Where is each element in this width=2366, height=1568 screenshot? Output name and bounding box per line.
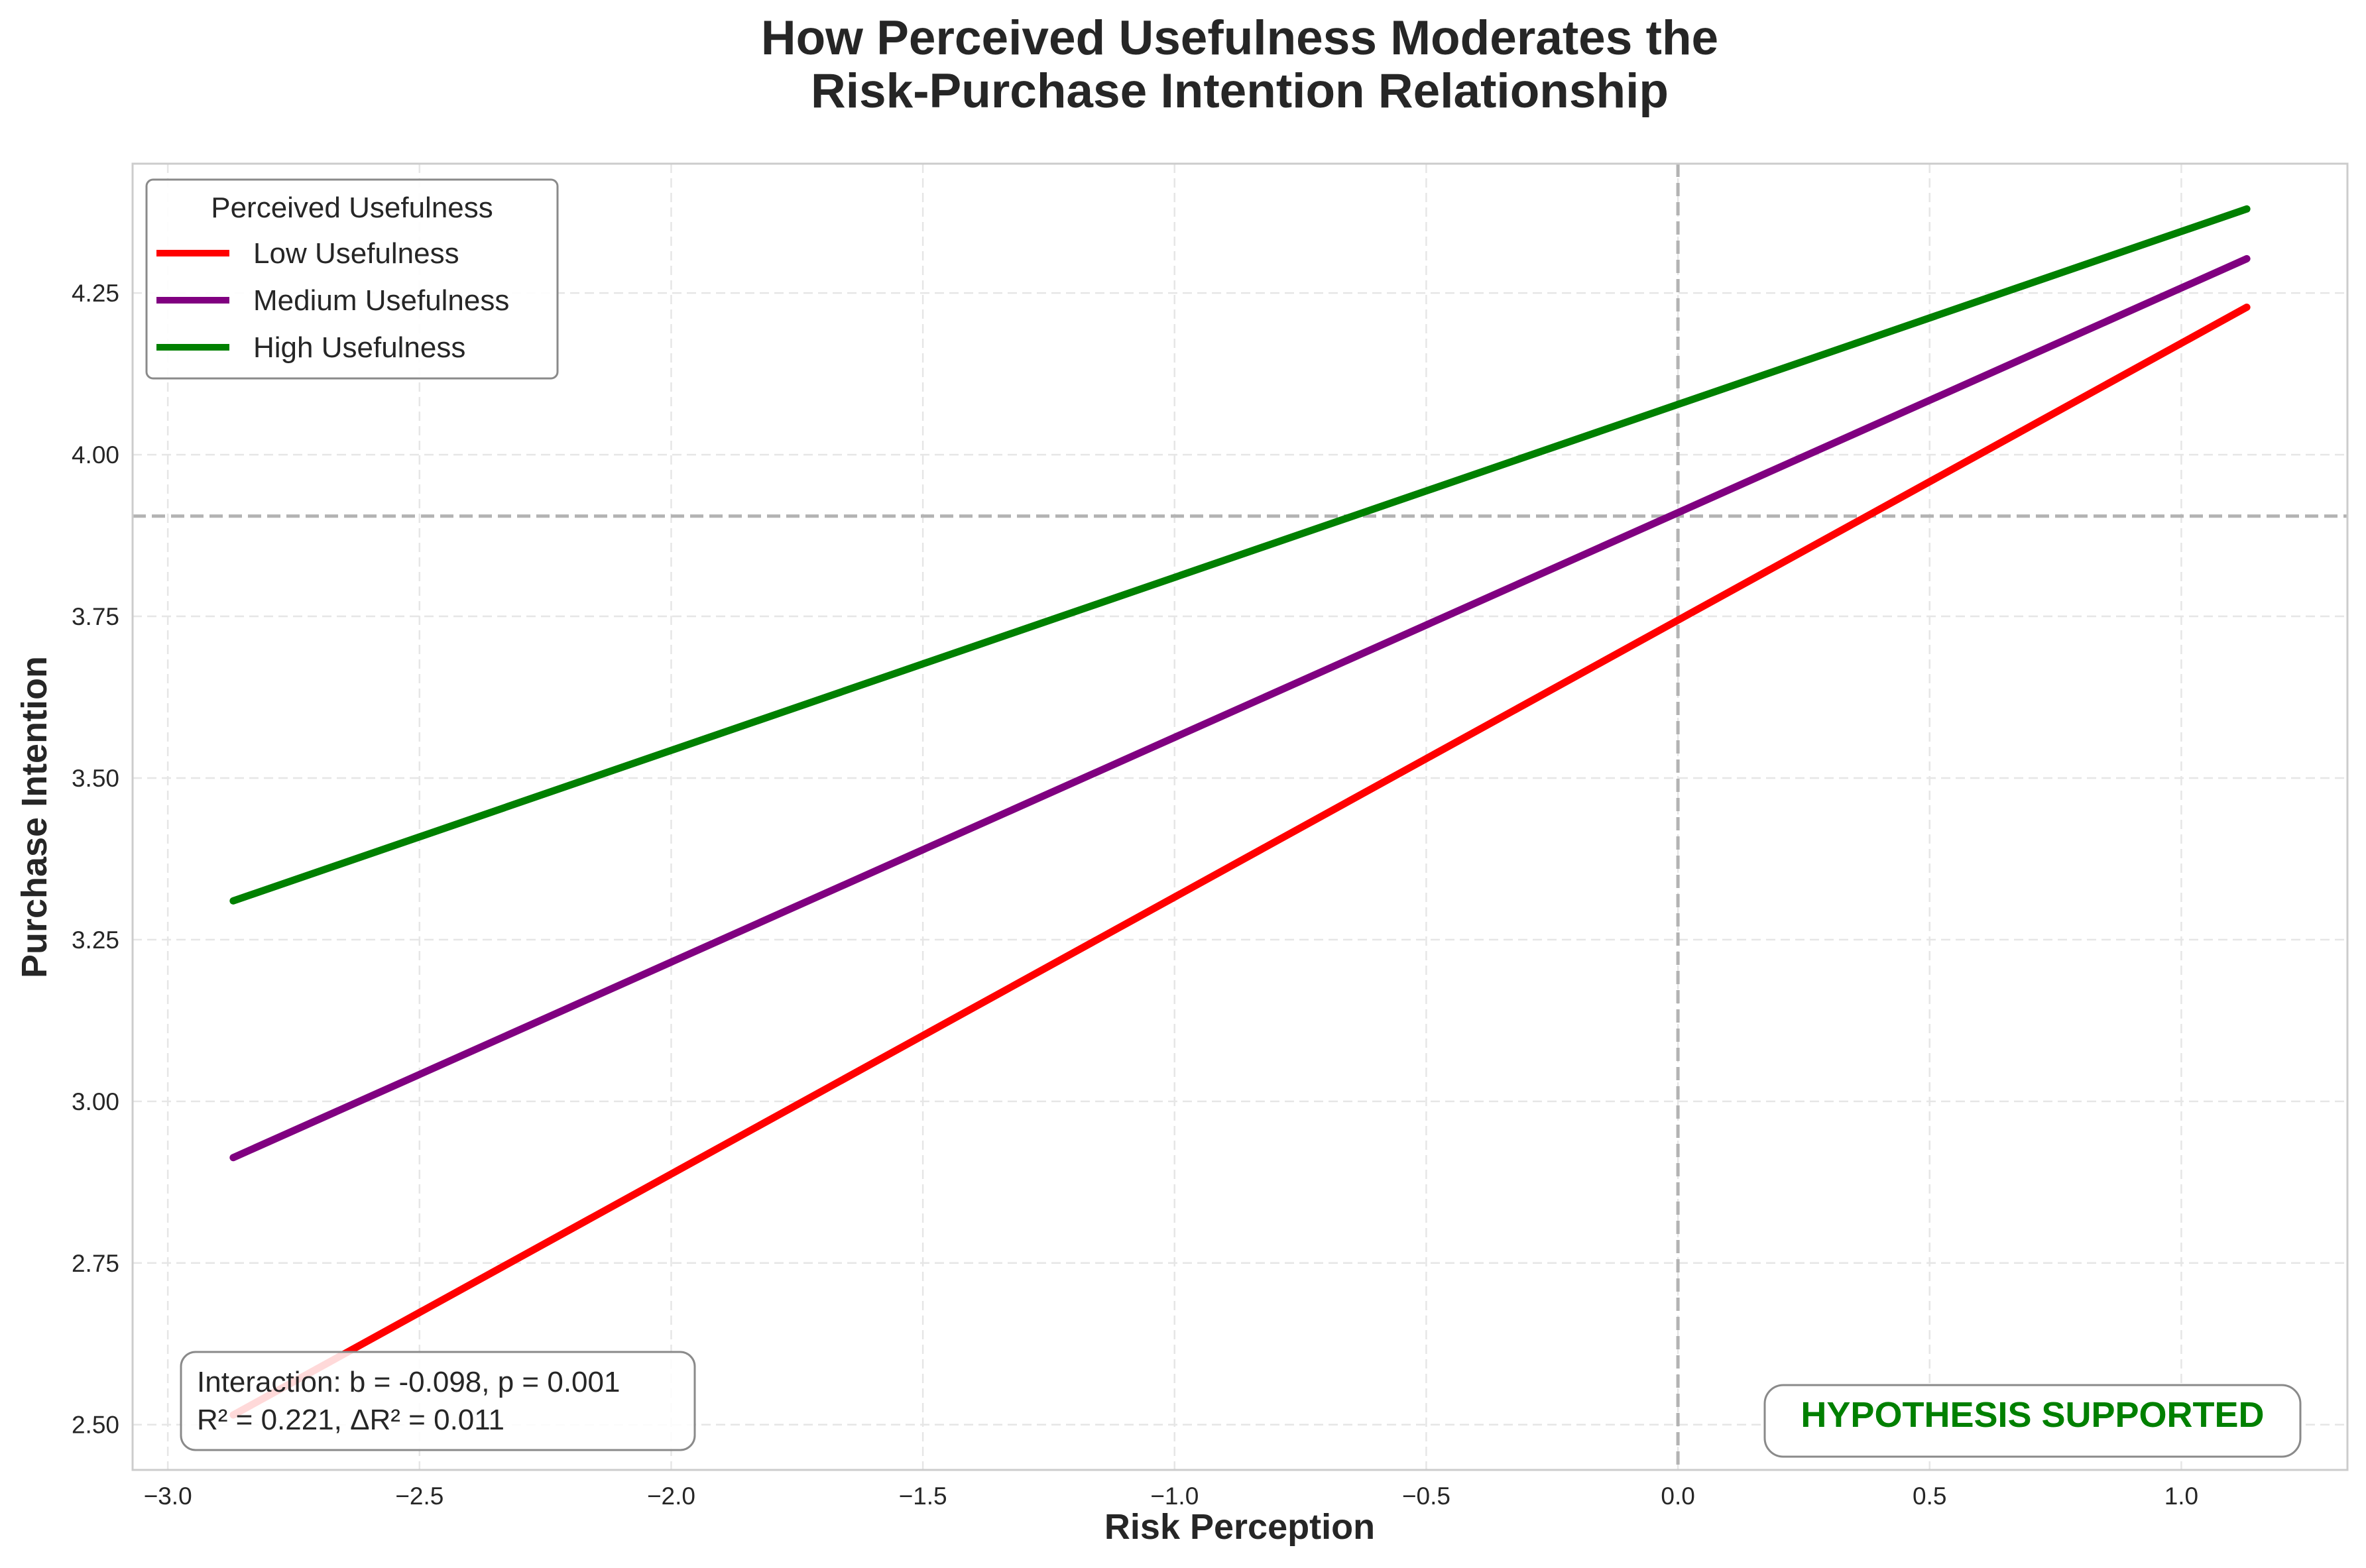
y-tick-label: 3.25 — [72, 926, 119, 954]
y-tick-label: 2.50 — [72, 1412, 119, 1439]
x-tick-label: −1.0 — [1150, 1483, 1199, 1510]
x-axis-ticks: −3.0 −2.5 −2.0 −1.5 −1.0 −0.5 0.0 0.5 1.0 — [144, 1483, 2199, 1510]
legend-label-high-usefulness: High Usefulness — [253, 331, 465, 364]
legend-title: Perceived Usefulness — [211, 192, 493, 224]
hypothesis-verdict: HYPOTHESIS SUPPORTED — [1801, 1395, 2264, 1435]
stats-rsquared-text: R² = 0.221, ΔR² = 0.011 — [197, 1404, 504, 1436]
series-line-high-usefulness — [229, 205, 2251, 905]
y-tick-label: 3.75 — [72, 603, 119, 630]
stats-annotation: Interaction: b = -0.098, p = 0.001 R² = … — [180, 1351, 696, 1451]
x-tick-label: −2.0 — [647, 1483, 695, 1510]
legend-box — [145, 178, 559, 380]
x-tick-label: 1.0 — [2164, 1483, 2198, 1510]
chart-title-line-1: How Perceived Usefulness Moderates the — [761, 11, 1718, 65]
plot-frame — [131, 162, 2349, 1471]
y-axis-label: Purchase Intention — [15, 656, 54, 978]
x-tick-label: −1.5 — [899, 1483, 947, 1510]
x-tick-label: −2.5 — [395, 1483, 444, 1510]
y-tick-label: 4.00 — [72, 441, 119, 469]
series-lines — [229, 205, 2251, 1419]
x-tick-label: −0.5 — [1402, 1483, 1450, 1510]
legend-label-low-usefulness: Low Usefulness — [253, 237, 459, 270]
stats-box — [180, 1351, 696, 1451]
y-tick-label: 3.00 — [72, 1088, 119, 1115]
verdict-annotation: HYPOTHESIS SUPPORTED — [1763, 1384, 2302, 1458]
y-tick-label: 4.25 — [72, 280, 119, 307]
legend-label-medium-usefulness: Medium Usefulness — [253, 284, 509, 317]
verdict-box — [1763, 1384, 2302, 1458]
x-tick-label: −3.0 — [144, 1483, 192, 1510]
x-axis-label: Risk Perception — [1104, 1507, 1375, 1547]
reference-lines — [133, 164, 2347, 1470]
stats-interaction-text: Interaction: b = -0.098, p = 0.001 — [197, 1366, 620, 1398]
series-line-low-usefulness — [229, 304, 2251, 1419]
x-tick-label: 0.0 — [1661, 1483, 1694, 1510]
chart-title-line-2: Risk-Purchase Intention Relationship — [811, 64, 1669, 118]
legend: Perceived Usefulness Low Usefulness Medi… — [145, 178, 559, 380]
x-tick-label: 0.5 — [1913, 1483, 1946, 1510]
y-tick-label: 3.50 — [72, 765, 119, 792]
y-axis-ticks: 2.50 2.75 3.00 3.25 3.50 3.75 4.00 4.25 — [72, 280, 119, 1439]
y-tick-label: 2.75 — [72, 1250, 119, 1277]
series-line-medium-usefulness — [229, 254, 2251, 1162]
